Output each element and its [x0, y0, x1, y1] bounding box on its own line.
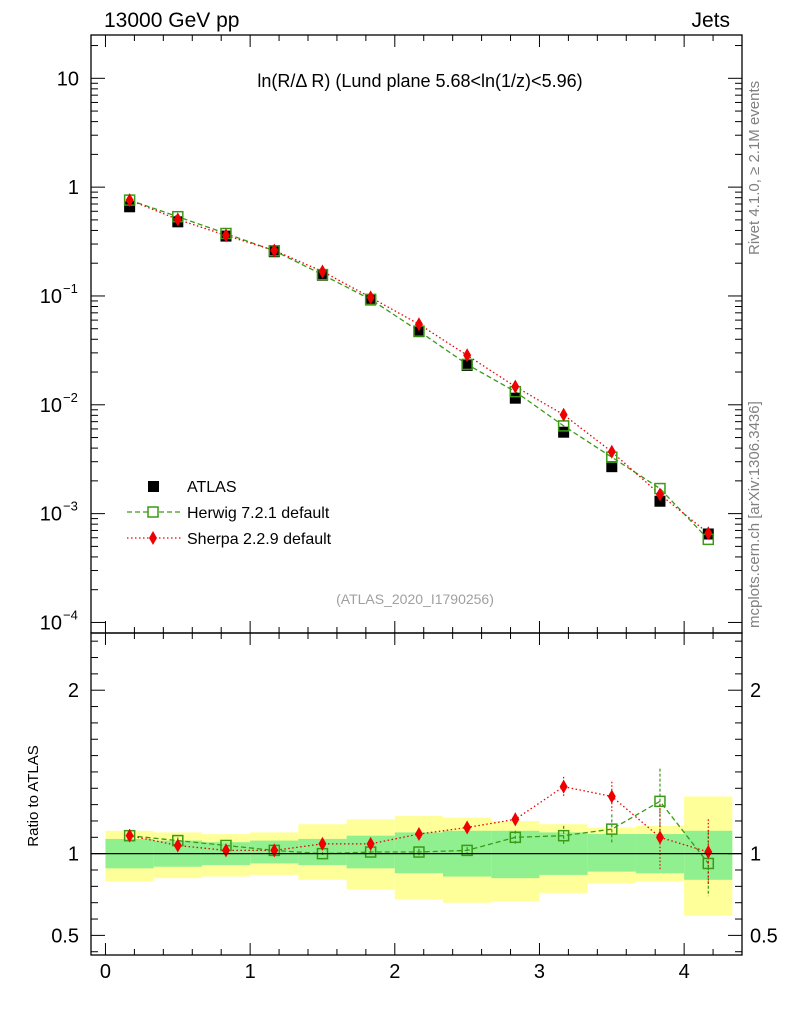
- main-point-sherpa: [655, 487, 664, 502]
- ratio-point-sherpa: [607, 789, 616, 804]
- ratio-point-sherpa: [366, 836, 375, 851]
- header-left: 13000 GeV pp: [104, 9, 239, 32]
- mcplots-label: mcplots.cern.ch [arXiv:1306.3436]: [746, 401, 763, 628]
- ratio-xtick-label: 2: [389, 961, 400, 983]
- main-point-sherpa: [607, 444, 616, 459]
- ratio-ytick-label-left: 1: [68, 844, 79, 866]
- header-right: Jets: [691, 9, 730, 32]
- main-point-sherpa: [366, 290, 375, 305]
- main-ytick-label-base: 10: [40, 504, 62, 526]
- main-series-layer: [123, 193, 715, 546]
- ratio-ylabel: Ratio to ATLAS: [25, 745, 42, 846]
- ratio-axis-ticks: 2 2 1 1 0.5 0.5 0 1 2 3 4: [51, 633, 778, 983]
- main-point-atlas: [558, 426, 570, 438]
- main-ytick-label-exp: −4: [63, 607, 78, 622]
- main-ytick-label-exp: −2: [63, 390, 78, 405]
- main-point-sherpa: [414, 317, 423, 332]
- main-ytick-label-exp: −3: [63, 499, 78, 514]
- ratio-point-herwig: [557, 829, 570, 842]
- ratio-point-herwig: [654, 795, 666, 808]
- ratio-point-herwig: [606, 823, 618, 835]
- ratio-xtick-label: 1: [245, 961, 256, 983]
- legend-herwig-marker: [147, 506, 159, 518]
- main-point-sherpa: [559, 407, 568, 422]
- main-ytick-label: 1: [68, 177, 79, 199]
- ratio-point-herwig: [509, 831, 522, 844]
- ratio-xtick-label: 4: [679, 961, 690, 983]
- ratio-point-sherpa: [414, 827, 423, 842]
- main-ytick-label: 10: [57, 68, 79, 90]
- ratio-ytick-label-left: 0.5: [51, 925, 79, 947]
- main-point-atlas: [413, 326, 425, 338]
- ratio-point-herwig: [461, 844, 473, 857]
- legend: ATLAS Herwig 7.2.1 default Sherpa 2.2.9 …: [127, 479, 332, 548]
- main-point-atlas: [461, 359, 473, 371]
- ratio-point-sherpa: [318, 836, 327, 851]
- main-ytick-label-base: 10: [40, 612, 62, 634]
- rivet-label: Rivet 4.1.0, ≥ 2.1M events: [746, 81, 763, 255]
- ratio-ytick-label-right: 0.5: [750, 925, 778, 947]
- ratio-point-sherpa: [559, 779, 568, 794]
- main-point-sherpa: [463, 348, 472, 363]
- ratio-ytick-label-right: 1: [750, 844, 761, 866]
- main-point-sherpa: [221, 228, 230, 243]
- analysis-watermark: (ATLAS_2020_I1790256): [336, 591, 494, 607]
- legend-herwig-label: Herwig 7.2.1 default: [187, 505, 330, 522]
- legend-sherpa-marker: [149, 531, 157, 545]
- legend-sherpa-label: Sherpa 2.2.9 default: [187, 531, 332, 548]
- ratio-point-sherpa: [463, 820, 472, 835]
- main-ytick-label-exp: −1: [63, 281, 78, 296]
- ratio-ytick-label-left: 2: [68, 680, 79, 702]
- ratio-xtick-label: 0: [100, 961, 111, 983]
- ratio-frame: [90, 632, 743, 956]
- main-ytick-label-base: 10: [40, 286, 62, 308]
- ratio-point-sherpa: [704, 845, 713, 860]
- ratio-point-herwig: [413, 846, 425, 858]
- ratio-ytick-label-right: 2: [750, 680, 761, 702]
- main-point-sherpa: [173, 212, 182, 227]
- legend-atlas-label: ATLAS: [187, 479, 237, 496]
- main-point-sherpa: [125, 193, 134, 208]
- main-ytick-label-base: 10: [40, 395, 62, 417]
- main-point-sherpa: [704, 526, 713, 541]
- main-point-sherpa: [318, 264, 327, 279]
- ratio-xtick-label: 3: [534, 961, 545, 983]
- ratio-point-sherpa: [173, 838, 182, 853]
- ratio-point-sherpa: [511, 812, 520, 827]
- main-point-atlas: [509, 392, 521, 404]
- main-point-sherpa: [270, 243, 279, 258]
- main-title: ln(R/Δ R) (Lund plane 5.68<ln(1/z)<5.96): [257, 71, 582, 91]
- main-point-sherpa: [511, 379, 520, 394]
- main-point-atlas: [606, 461, 618, 473]
- ratio-point-sherpa: [125, 828, 134, 843]
- legend-atlas-marker: [148, 481, 159, 492]
- ratio-point-sherpa: [655, 830, 664, 845]
